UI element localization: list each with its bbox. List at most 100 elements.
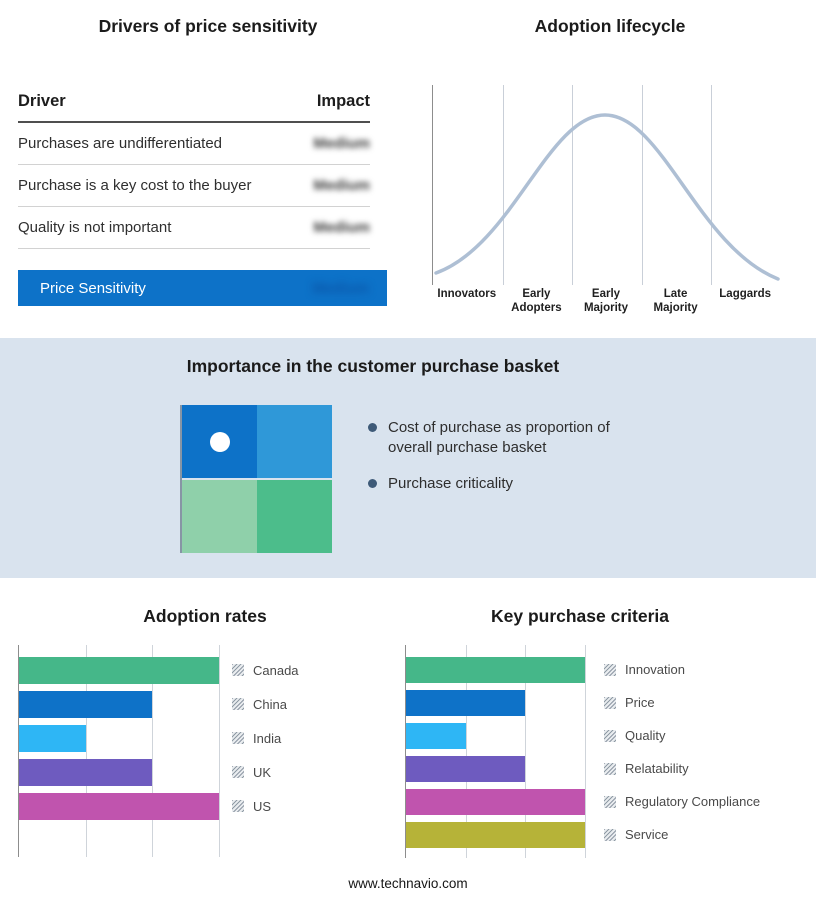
impact-value-redacted: Medium [313,219,370,236]
drivers-table: Driver Impact Purchases are undifferenti… [18,92,370,249]
impact-value-redacted: Medium [313,135,370,152]
price-sensitivity-highlight-row: Price Sensitivity Medium [18,270,387,306]
table-row: Purchases are undifferentiated Medium [18,123,370,165]
bar-uk [19,759,152,786]
bar-relatability [406,756,525,782]
drivers-title: Drivers of price sensitivity [38,16,378,37]
hatch-swatch-icon [232,698,244,710]
driver-label: Purchase is a key cost to the buyer [18,177,251,194]
legend-item: Relatability [604,752,760,785]
legend-item: Price [604,686,760,719]
legend-item: Service [604,818,760,851]
purchase-basket-title: Importance in the customer purchase bask… [0,356,746,377]
key-purchase-criteria-legend: Innovation Price Quality Relatability Regula… [604,645,760,851]
legend-item: Quality [604,719,760,752]
adoption-lifecycle-chart [432,85,781,285]
purchase-basket-bullets: Cost of purchase as proportion of overal… [368,418,640,509]
hatch-swatch-icon [232,664,244,676]
legend-item: Regulatory Compliance [604,785,760,818]
legend-label: India [253,731,281,746]
impact-value-redacted: Medium [312,280,369,297]
lifecycle-title: Adoption lifecycle [470,16,750,37]
bar-us [19,793,219,820]
table-row: Quality is not important Medium [18,207,370,249]
bar-row [406,657,585,683]
purchase-basket-quadrant [180,405,332,553]
bar-row [406,723,585,749]
website-url: www.technavio.com [0,876,816,891]
bullet-item: Purchase criticality [368,474,640,494]
adoption-rates-chart [18,645,219,857]
quadrant-bottom-right [257,480,332,553]
bar-row [406,690,585,716]
lifecycle-stage-labels: Innovators Early Adopters Early Majority… [432,288,780,315]
legend-item: Canada [232,653,299,687]
legend-label: UK [253,765,271,780]
quadrant-top-right [257,405,332,478]
bar-row [406,789,585,815]
stage-label: Early Adopters [502,288,572,315]
stage-label: Laggards [710,288,780,315]
legend-item: UK [232,755,299,789]
bullet-icon [368,479,377,488]
quadrant-bottom-left [182,480,257,553]
legend-label: Canada [253,663,299,678]
legend-label: Regulatory Compliance [625,794,760,809]
bar-price [406,690,525,716]
stage-label: Innovators [432,288,502,315]
hatch-swatch-icon [604,796,616,808]
bar-innovation [406,657,585,683]
bar-row [406,756,585,782]
legend-label: Innovation [625,662,685,677]
gridline [219,645,220,857]
stage-label: Early Majority [571,288,641,315]
bullet-icon [368,423,377,432]
legend-item: India [232,721,299,755]
position-dot-icon [210,432,230,452]
bar-row [19,793,219,820]
stage-label: Late Majority [641,288,711,315]
hatch-swatch-icon [604,697,616,709]
bar-canada [19,657,219,684]
hatch-swatch-icon [232,732,244,744]
bell-curve [433,85,781,285]
hatch-swatch-icon [604,829,616,841]
key-purchase-criteria-title: Key purchase criteria [440,606,720,627]
legend-label: Relatability [625,761,689,776]
legend-item: Innovation [604,653,760,686]
adoption-rates-legend: Canada China India UK US [232,645,299,823]
bar-row [19,691,219,718]
bullet-text: Cost of purchase as proportion of overal… [388,418,640,458]
bar-row [19,657,219,684]
hatch-swatch-icon [232,800,244,812]
price-sensitivity-label: Price Sensitivity [40,280,146,297]
bar-row [406,822,585,848]
hatch-swatch-icon [604,730,616,742]
key-purchase-criteria-chart [405,645,585,858]
legend-item: China [232,687,299,721]
legend-label: China [253,697,287,712]
quadrant-top-left [182,405,257,478]
bullet-item: Cost of purchase as proportion of overal… [368,418,640,458]
driver-label: Quality is not important [18,219,171,236]
bar-row [19,759,219,786]
bell-curve-path [436,115,778,279]
legend-item: US [232,789,299,823]
impact-value-redacted: Medium [313,177,370,194]
bar-row [19,725,219,752]
legend-label: Price [625,695,655,710]
hatch-swatch-icon [604,664,616,676]
gridline [585,645,586,858]
driver-label: Purchases are undifferentiated [18,135,222,152]
legend-label: Quality [625,728,665,743]
bullet-text: Purchase criticality [388,474,513,494]
column-impact: Impact [317,92,370,111]
table-row: Purchase is a key cost to the buyer Medi… [18,165,370,207]
bar-service [406,822,585,848]
report-page: Drivers of price sensitivity Driver Impa… [0,0,816,902]
hatch-swatch-icon [604,763,616,775]
legend-label: US [253,799,271,814]
hatch-swatch-icon [232,766,244,778]
drivers-table-header: Driver Impact [18,92,370,123]
bar-china [19,691,152,718]
